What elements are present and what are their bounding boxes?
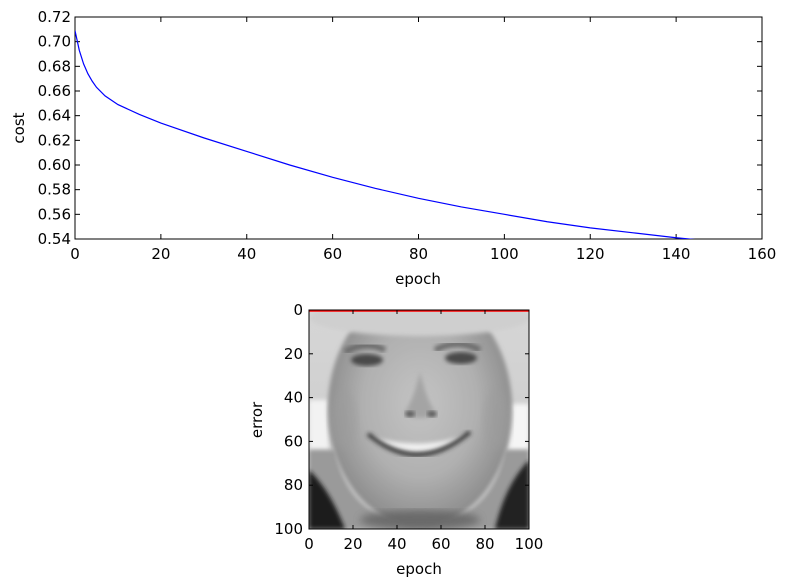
cost-x-tick-label: 40 — [237, 245, 256, 263]
cost-x-tick-label: 100 — [490, 245, 519, 263]
cost-y-tick-label: 0.54 — [38, 230, 71, 248]
error-x-tick-label: 0 — [304, 535, 314, 553]
cost-x-tick-label: 160 — [748, 245, 777, 263]
error-y-tick-label: 100 — [274, 520, 303, 538]
cost-plot-frame — [74, 16, 763, 240]
cost-x-tick-label: 20 — [151, 245, 170, 263]
error-x-tick-label: 100 — [515, 535, 544, 553]
cost-y-tick-label: 0.60 — [38, 156, 71, 174]
cost-series-line — [75, 30, 696, 239]
error-x-tick-label: 20 — [343, 535, 362, 553]
error-y-axis-label: error — [248, 401, 266, 438]
error-x-tick-label: 40 — [387, 535, 406, 553]
error-y-tick-label: 0 — [293, 301, 303, 319]
error-x-tick-label: 80 — [475, 535, 494, 553]
cost-y-tick-label: 0.72 — [38, 8, 71, 26]
cost-y-tick-label: 0.66 — [38, 82, 71, 100]
error-y-tick-label: 60 — [284, 432, 303, 450]
cost-chart: 0 20 40 60 80 100 120 140 160 0.54 0.56 0.58 0.60 0.6… — [10, 8, 776, 288]
error-y-tick-label: 40 — [284, 389, 303, 407]
cost-x-tick-label: 0 — [70, 245, 80, 263]
cost-x-axis-label: epoch — [395, 270, 441, 288]
cost-x-tick-label: 80 — [409, 245, 428, 263]
error-x-tick-label: 60 — [431, 535, 450, 553]
cost-y-axis-label: cost — [10, 112, 28, 143]
cost-chart-ticks: 0 20 40 60 80 100 120 140 160 0.54 0.56 0.58 0.60 0.6… — [38, 8, 777, 263]
cost-x-tick-label: 140 — [662, 245, 691, 263]
cost-x-tick-label: 60 — [323, 245, 342, 263]
face-image — [309, 310, 529, 529]
cost-y-tick-label: 0.58 — [38, 181, 71, 199]
image-frame — [308, 309, 530, 530]
error-y-tick-label: 80 — [284, 476, 303, 494]
cost-y-tick-label: 0.70 — [38, 33, 71, 51]
cost-y-tick-label: 0.56 — [38, 205, 71, 223]
cost-y-tick-label: 0.68 — [38, 57, 71, 75]
cost-x-tick-label: 120 — [576, 245, 605, 263]
cost-y-tick-label: 0.62 — [38, 131, 71, 149]
error-y-tick-label: 20 — [284, 345, 303, 363]
cost-y-tick-label: 0.64 — [38, 107, 71, 125]
error-x-axis-label: epoch — [396, 560, 442, 578]
